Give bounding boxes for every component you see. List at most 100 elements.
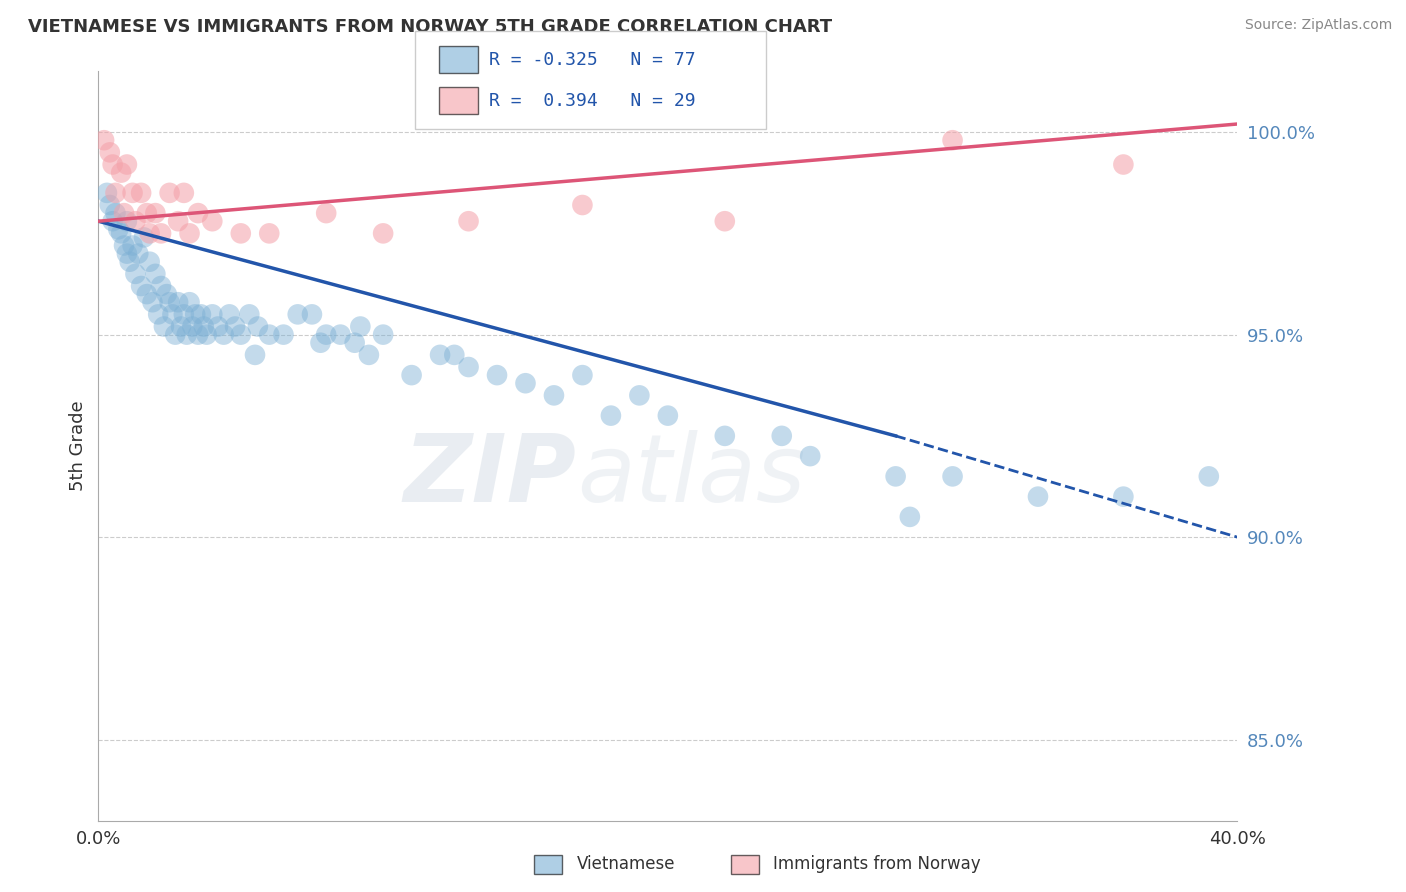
Point [201, 214, 224, 228]
Point [1112, 490, 1135, 504]
Point [184, 307, 207, 321]
Point [127, 246, 149, 260]
Point [96, 186, 118, 200]
Point [401, 368, 423, 383]
Point [770, 429, 793, 443]
Point [167, 295, 190, 310]
Point [98, 198, 121, 212]
Point [273, 327, 295, 342]
Point [657, 409, 679, 423]
Point [457, 214, 479, 228]
Point [190, 307, 212, 321]
Point [101, 157, 124, 171]
Point [107, 222, 129, 236]
Point [287, 307, 309, 321]
Point [138, 254, 160, 268]
Point [118, 254, 141, 268]
Point [132, 230, 155, 244]
Point [150, 279, 173, 293]
Point [104, 206, 127, 220]
Point [110, 166, 132, 180]
Point [259, 227, 281, 241]
Text: Source: ZipAtlas.com: Source: ZipAtlas.com [1244, 18, 1392, 32]
Point [187, 206, 209, 220]
Point [173, 186, 195, 200]
Point [229, 327, 252, 342]
Point [884, 469, 907, 483]
Point [238, 307, 260, 321]
Point [315, 206, 337, 220]
Text: ZIP: ZIP [404, 430, 576, 522]
Point [1198, 469, 1220, 483]
Point [145, 206, 167, 220]
Point [309, 335, 332, 350]
Point [124, 267, 146, 281]
Point [135, 287, 157, 301]
Point [141, 295, 163, 310]
Point [714, 429, 737, 443]
Point [148, 307, 170, 321]
Point [349, 319, 371, 334]
Point [112, 206, 135, 220]
Text: atlas: atlas [576, 431, 806, 522]
Point [457, 359, 479, 374]
Point [138, 227, 160, 241]
Point [315, 327, 337, 342]
Point [486, 368, 509, 383]
Point [187, 327, 209, 342]
Point [371, 227, 394, 241]
Point [195, 327, 218, 342]
Point [628, 388, 651, 402]
Point [357, 348, 380, 362]
Point [115, 214, 138, 228]
Point [898, 509, 921, 524]
Point [799, 449, 821, 463]
Point [167, 214, 190, 228]
Point [162, 307, 184, 321]
Text: R =  0.394   N = 29: R = 0.394 N = 29 [489, 92, 696, 110]
Point [101, 214, 124, 228]
Point [212, 327, 235, 342]
Point [121, 186, 143, 200]
Point [571, 198, 593, 212]
Point [942, 133, 965, 147]
Point [193, 319, 215, 334]
Point [343, 335, 366, 350]
Point [371, 327, 394, 342]
Point [179, 227, 201, 241]
Point [543, 388, 565, 402]
Point [243, 348, 266, 362]
Point [110, 227, 132, 241]
Point [515, 376, 537, 391]
Point [942, 469, 965, 483]
Point [156, 287, 179, 301]
Y-axis label: 5th Grade: 5th Grade [69, 401, 87, 491]
Point [153, 319, 176, 334]
Point [150, 227, 173, 241]
Point [145, 267, 167, 281]
Text: VIETNAMESE VS IMMIGRANTS FROM NORWAY 5TH GRADE CORRELATION CHART: VIETNAMESE VS IMMIGRANTS FROM NORWAY 5TH… [28, 18, 832, 36]
Point [173, 307, 195, 321]
Point [246, 319, 269, 334]
Point [98, 145, 121, 160]
Point [170, 319, 193, 334]
Point [165, 327, 187, 342]
Point [201, 307, 224, 321]
Point [301, 307, 323, 321]
Point [115, 157, 138, 171]
Point [129, 279, 152, 293]
Point [1026, 490, 1049, 504]
Point [259, 327, 281, 342]
Point [124, 214, 146, 228]
Point [121, 238, 143, 252]
Point [159, 295, 181, 310]
Point [179, 295, 201, 310]
Point [229, 227, 252, 241]
Text: Vietnamese: Vietnamese [576, 855, 675, 873]
Point [176, 327, 198, 342]
Point [224, 319, 246, 334]
Point [429, 348, 451, 362]
Point [93, 133, 115, 147]
Point [714, 214, 737, 228]
Point [104, 186, 127, 200]
